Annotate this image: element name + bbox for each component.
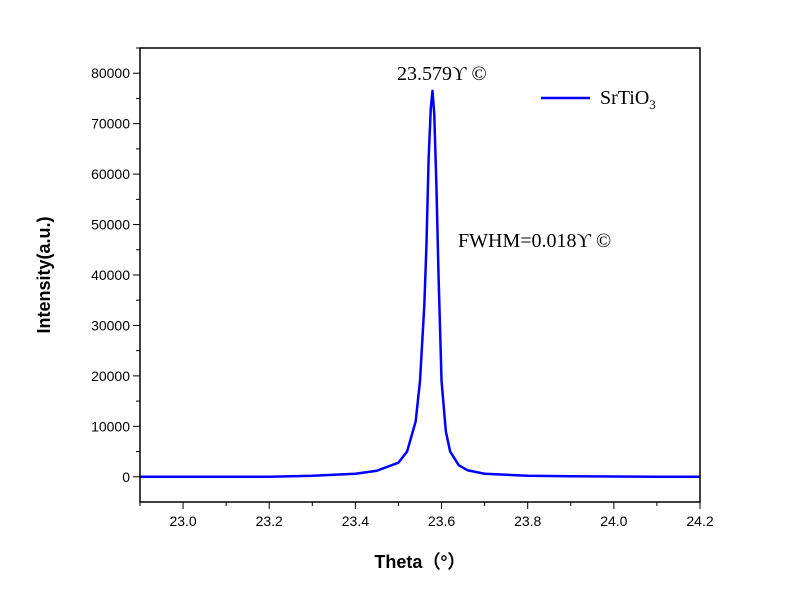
axis-ticks [133, 47, 701, 509]
legend-label-subscript: 3 [649, 97, 656, 112]
x-tick-label: 23.0 [169, 513, 196, 529]
series-line-srtio3 [140, 89, 700, 479]
legend: SrTiO3 [541, 87, 656, 112]
peak-annotation: 23.579ϒ © [397, 63, 487, 85]
y-tick-label: 10000 [91, 418, 130, 434]
y-tick-label: 70000 [91, 116, 130, 132]
tick-labels: 23.0 23.2 23.4 23.6 23.8 24.0 24.2 0 10000 20000 3… [91, 65, 714, 529]
y-tick-label: 30000 [91, 317, 130, 333]
y-tick-label: 0 [122, 469, 130, 485]
x-tick-label: 23.2 [256, 513, 283, 529]
x-tick-label: 24.2 [686, 513, 713, 529]
y-tick-label: 60000 [91, 166, 130, 182]
y-tick-label: 80000 [91, 65, 130, 81]
x-tick-label: 23.4 [342, 513, 369, 529]
y-axis-title: Intensity(a.u.) [34, 216, 54, 333]
legend-label-main: SrTiO [600, 87, 649, 109]
x-tick-label: 23.6 [428, 513, 455, 529]
y-tick-label: 40000 [91, 267, 130, 283]
y-tick-label: 50000 [91, 217, 130, 233]
fwhm-annotation: FWHM=0.018ϒ © [458, 230, 611, 252]
legend-label-srtio3: SrTiO3 [600, 87, 656, 112]
x-axis-title: Theta（°） [374, 552, 465, 572]
x-tick-label: 23.8 [514, 513, 541, 529]
y-tick-label: 20000 [91, 368, 130, 384]
x-tick-label: 24.0 [600, 513, 627, 529]
plot-frame [139, 47, 701, 503]
